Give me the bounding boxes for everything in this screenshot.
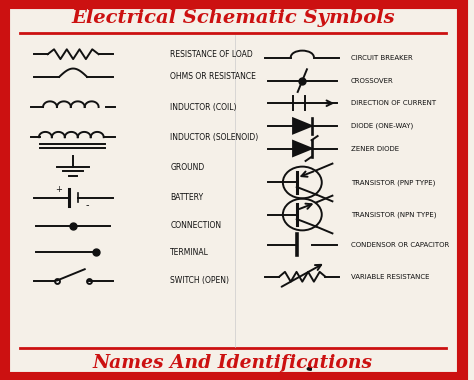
Text: CONNECTION: CONNECTION (170, 221, 221, 230)
Text: GROUND: GROUND (170, 163, 205, 172)
Text: TERMINAL: TERMINAL (170, 248, 209, 257)
Text: +: + (55, 185, 62, 195)
Text: Electrical Schematic Symbols: Electrical Schematic Symbols (71, 10, 395, 27)
Text: OHMS OR RESISTANCE: OHMS OR RESISTANCE (170, 72, 256, 81)
Text: CIRCUIT BREAKER: CIRCUIT BREAKER (351, 55, 413, 61)
Text: BATTERY: BATTERY (170, 193, 203, 202)
Text: ZENER DIODE: ZENER DIODE (351, 146, 399, 152)
Polygon shape (293, 118, 311, 133)
Text: RESISTANCE OF LOAD: RESISTANCE OF LOAD (170, 50, 253, 59)
Text: INDUCTOR (COIL): INDUCTOR (COIL) (170, 103, 237, 111)
Text: DIRECTION OF CURRENT: DIRECTION OF CURRENT (351, 100, 436, 106)
FancyBboxPatch shape (4, 3, 462, 377)
Polygon shape (293, 141, 311, 156)
Text: TRANSISTOR (PNP TYPE): TRANSISTOR (PNP TYPE) (351, 179, 435, 186)
Text: INDUCTOR (SOLENOID): INDUCTOR (SOLENOID) (170, 133, 259, 142)
Text: DIODE (ONE-WAY): DIODE (ONE-WAY) (351, 123, 413, 129)
Text: TRANSISTOR (NPN TYPE): TRANSISTOR (NPN TYPE) (351, 211, 437, 218)
Text: CROSSOVER: CROSSOVER (351, 78, 394, 84)
Text: CONDENSOR OR CAPACITOR: CONDENSOR OR CAPACITOR (351, 242, 449, 248)
Text: -: - (85, 200, 89, 210)
Text: VARIABLE RESISTANCE: VARIABLE RESISTANCE (351, 274, 429, 280)
Text: Names And Identifications: Names And Identifications (93, 354, 373, 372)
Text: SWITCH (OPEN): SWITCH (OPEN) (170, 276, 229, 285)
